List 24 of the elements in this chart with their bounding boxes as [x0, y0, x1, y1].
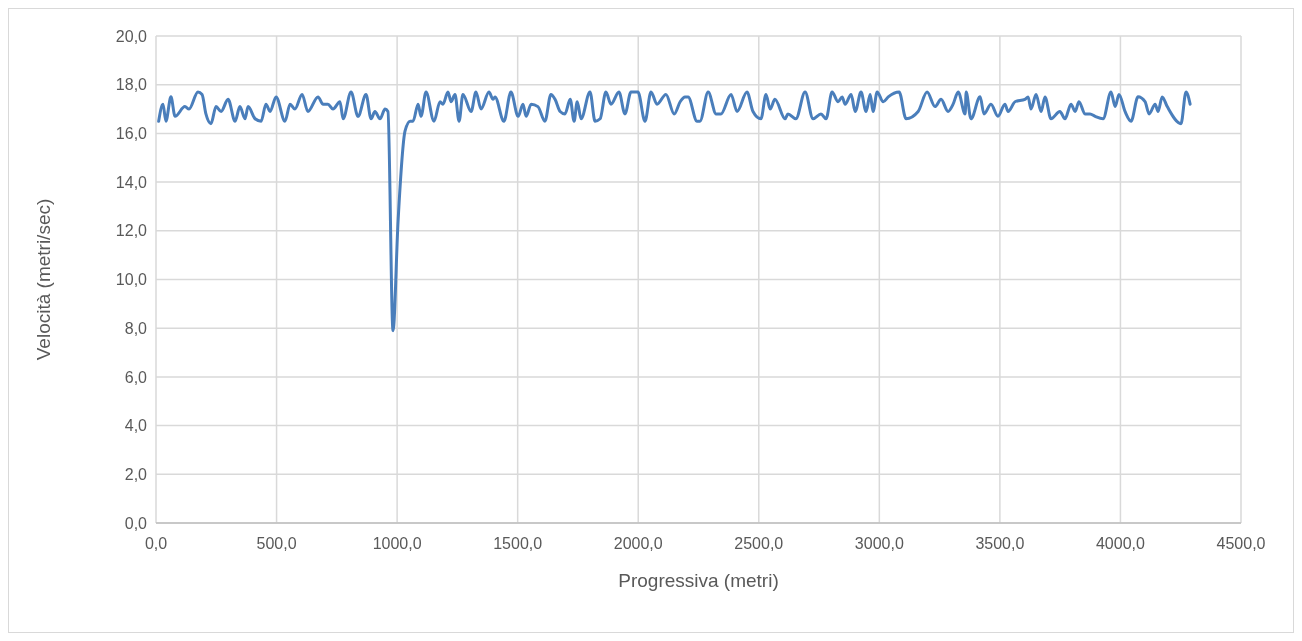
x-tick-label: 1000,0	[372, 535, 422, 552]
y-axis-title: Velocità (metri/sec)	[33, 198, 54, 361]
x-tick-label: 3000,0	[854, 535, 904, 552]
y-tick-label: 10,0	[115, 271, 148, 289]
y-tick-label: 6,0	[124, 368, 148, 386]
y-tick-label: 8,0	[124, 319, 148, 337]
x-axis-title: Progressiva (metri)	[618, 570, 779, 591]
x-tick-label: 2000,0	[613, 535, 663, 552]
y-tick-label: 4,0	[124, 417, 148, 435]
x-tick-label: 0,0	[144, 535, 168, 552]
y-tick-label: 12,0	[115, 222, 148, 240]
x-tick-label: 1500,0	[493, 535, 543, 552]
x-tick-label: 2500,0	[734, 535, 784, 552]
y-tick-label: 18,0	[115, 76, 148, 94]
y-tick-label: 2,0	[124, 465, 148, 483]
y-tick-label: 16,0	[115, 125, 148, 142]
y-tick-label: 0,0	[124, 514, 148, 532]
y-tick-label: 20,0	[115, 27, 148, 45]
y-tick-label: 14,0	[115, 173, 148, 191]
x-tick-label: 3500,0	[975, 535, 1025, 552]
x-tick-label: 4000,0	[1095, 535, 1146, 552]
line-series	[157, 90, 1192, 333]
x-tick-label: 4500,0	[1216, 535, 1266, 552]
x-tick-label: 500,0	[256, 535, 297, 552]
